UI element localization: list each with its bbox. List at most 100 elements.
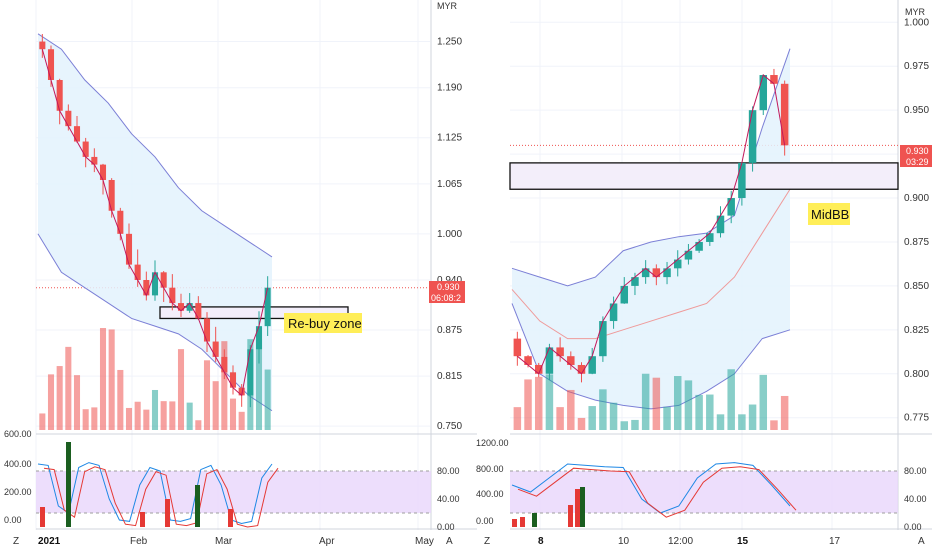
volume-bar xyxy=(160,401,167,430)
right-currency-label: MYR xyxy=(905,7,926,17)
candle-body xyxy=(684,250,693,260)
candle-body xyxy=(108,180,115,211)
candle-body xyxy=(534,364,543,374)
candle-body xyxy=(588,356,596,374)
volume-bar xyxy=(255,338,263,430)
price-tick-label: 0.875 xyxy=(437,325,462,336)
price-tick-label: 1.000 xyxy=(904,17,929,28)
candle-body xyxy=(134,264,141,280)
candle-body xyxy=(151,272,159,296)
volume-bar xyxy=(534,376,543,430)
volume-bar xyxy=(238,411,245,430)
osc-bar xyxy=(575,489,580,527)
volume-bar xyxy=(125,407,133,430)
right-corner-a[interactable]: A xyxy=(918,536,925,547)
candle-body xyxy=(706,233,714,242)
candle-body xyxy=(727,198,735,216)
price-tick-label: 1.190 xyxy=(437,83,462,94)
price-tick-label: 0.850 xyxy=(904,281,929,292)
volume-bar xyxy=(695,394,703,430)
price-tick-label: 0.800 xyxy=(904,369,929,380)
left-date-axis: 2021 Feb Mar Apr May xyxy=(38,536,434,547)
left-last-price-tag xyxy=(429,281,465,292)
left-date-2021: 2021 xyxy=(38,536,61,547)
volume-bar xyxy=(47,374,55,430)
ma-line xyxy=(41,49,269,397)
volume-bar xyxy=(134,401,141,430)
price-tick-label: 0.940 xyxy=(437,275,462,286)
candle-body xyxy=(247,349,254,396)
volume-bar xyxy=(56,366,63,430)
osc-d-line xyxy=(517,466,797,518)
left-rebuy-zone xyxy=(159,306,349,320)
candle-body xyxy=(143,280,150,296)
osc-fill xyxy=(510,471,898,513)
left-date-mar: Mar xyxy=(215,536,233,547)
volume-bar xyxy=(556,407,564,430)
price-tick-label: 1.250 xyxy=(437,37,462,48)
zone-rect xyxy=(159,306,349,320)
candle-body xyxy=(513,338,522,357)
osc-d-line xyxy=(43,466,279,528)
volume-bar xyxy=(143,409,150,430)
candle-body xyxy=(780,83,789,146)
price-tick-label: 0.875 xyxy=(904,237,929,248)
osc-bar xyxy=(580,487,585,527)
right-countdown: 03:29 xyxy=(906,157,929,167)
volume-bar xyxy=(108,329,115,430)
midbb-annotation-bg xyxy=(808,203,850,225)
volume-bar xyxy=(264,369,271,430)
candle-body xyxy=(641,268,650,278)
candle-body xyxy=(567,356,575,365)
candle-body xyxy=(91,156,98,165)
right-bollinger-band xyxy=(511,48,791,410)
candle-body xyxy=(663,268,671,278)
left-currency-label: MYR xyxy=(437,1,458,11)
volume-tick-label: 400.00 xyxy=(476,489,504,499)
right-oscillator xyxy=(510,462,898,527)
right-date-1200: 12:00 xyxy=(668,536,693,547)
right-corner-z[interactable]: Z xyxy=(484,536,490,547)
candle-body xyxy=(620,285,629,304)
volume-tick-label: 800.00 xyxy=(476,464,504,474)
price-tick-label: 0.750 xyxy=(437,421,462,432)
candle-body xyxy=(125,233,133,265)
band-lower-line xyxy=(511,303,791,410)
volume-bar xyxy=(39,413,46,430)
volume-bar xyxy=(221,341,228,430)
right-date-15: 15 xyxy=(737,536,749,547)
candle-body xyxy=(264,287,271,327)
left-countdown: 06:08:2 xyxy=(431,293,461,303)
price-tick-label: 0.975 xyxy=(904,61,929,72)
volume-bar xyxy=(780,395,789,430)
candle-body xyxy=(65,110,72,127)
candle-body xyxy=(56,80,63,111)
candle-body xyxy=(39,41,46,50)
volume-bar xyxy=(567,389,575,430)
left-corner-z[interactable]: Z xyxy=(13,536,19,547)
candle-body xyxy=(556,347,564,357)
osc-bar xyxy=(140,512,145,527)
left-date-apr: Apr xyxy=(319,536,335,547)
candle-body xyxy=(631,277,639,286)
left-chart-panel[interactable]: 1.250 1.190 1.125 1.065 1.000 0.940 0.875 0.815… xyxy=(4,0,477,532)
left-corner-a[interactable]: A xyxy=(446,536,453,547)
osc-fill xyxy=(36,471,431,513)
osc-bar xyxy=(165,499,170,527)
right-countdown-tag xyxy=(900,156,932,167)
osc-tick-label: 0.00 xyxy=(437,522,455,532)
volume-bar xyxy=(151,389,159,430)
left-date-feb: Feb xyxy=(130,536,148,547)
volume-bar xyxy=(609,402,618,430)
osc-tick-label: 0.00 xyxy=(904,522,922,532)
candle-body xyxy=(117,210,124,234)
volume-tick-label: 0.00 xyxy=(476,516,494,526)
left-price-axis: 1.250 1.190 1.125 1.065 1.000 0.940 0.875 0.815… xyxy=(4,37,462,532)
candle-body xyxy=(716,215,725,234)
price-tick-label: 0.900 xyxy=(904,193,929,204)
volume-bar xyxy=(524,379,532,430)
right-candles xyxy=(513,68,789,383)
osc-tick-label: 80.00 xyxy=(904,466,927,476)
right-chart-panel[interactable]: 1.0000.9750.9500.9250.9000.8750.8500.825… xyxy=(476,0,932,532)
